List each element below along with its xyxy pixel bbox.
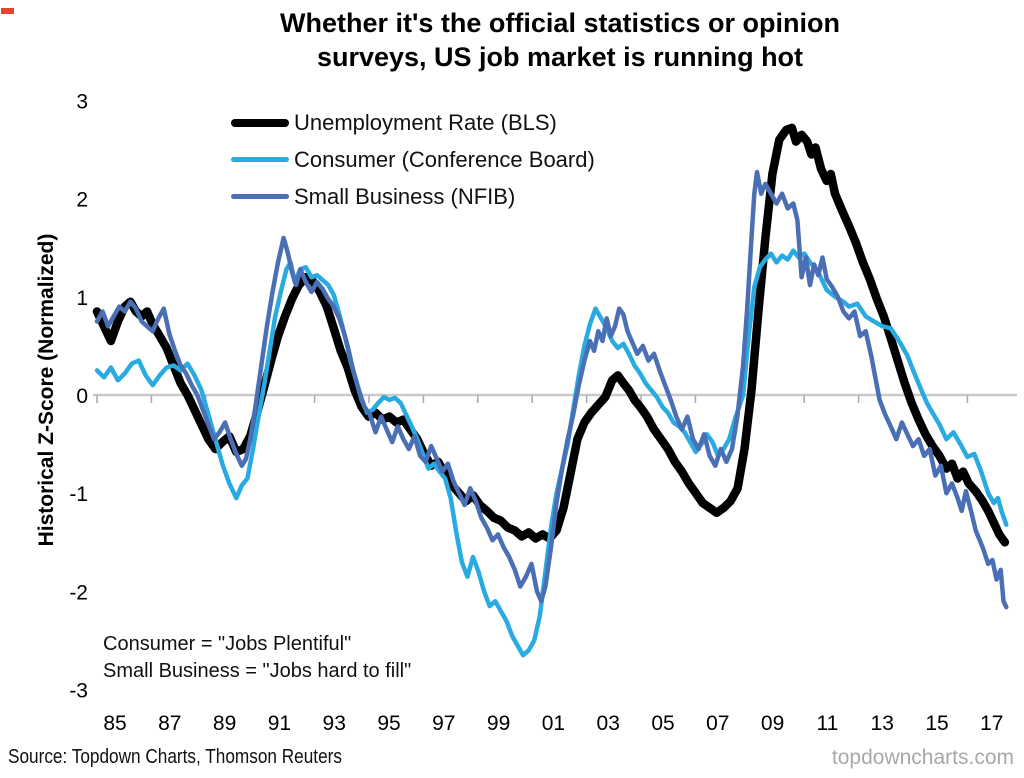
x-tick-label: 97 — [432, 712, 455, 735]
x-tick-label: 87 — [158, 712, 181, 735]
chart-legend: Unemployment Rate (BLS) Consumer (Confer… — [231, 104, 595, 215]
y-tick-label: -1 — [69, 483, 88, 506]
legend-swatch-small-business — [231, 194, 289, 199]
y-tick-label: -2 — [69, 581, 88, 604]
x-tick-label: 89 — [213, 712, 236, 735]
x-tick-label: 11 — [816, 712, 838, 735]
logo-fragment — [1, 8, 14, 14]
x-tick-label: 95 — [377, 712, 400, 735]
chart-title-line1: Whether it's the official statistics or … — [280, 8, 840, 38]
legend-item-small-business: Small Business (NFIB) — [231, 178, 595, 215]
x-tick-label: 99 — [487, 712, 510, 735]
x-tick-label: 15 — [925, 712, 948, 735]
y-tick-label: 3 — [76, 90, 88, 113]
y-tick-label: 2 — [76, 189, 88, 212]
y-tick-label: 0 — [76, 385, 88, 408]
watermark: topdowncharts.com — [831, 746, 1014, 769]
x-tick-label: 85 — [103, 712, 126, 735]
chart-title-line2: surveys, US job market is running hot — [316, 42, 804, 72]
y-tick-label: 1 — [76, 287, 88, 310]
legend-item-unemployment: Unemployment Rate (BLS) — [231, 104, 595, 141]
x-tick-label: 09 — [761, 712, 784, 735]
y-tick-label: -3 — [69, 680, 88, 703]
legend-swatch-unemployment — [231, 118, 289, 127]
x-tick-label: 05 — [651, 712, 674, 735]
chart-annotation: Consumer = "Jobs Plentiful" Small Busine… — [103, 631, 411, 685]
legend-swatch-consumer — [231, 157, 289, 162]
legend-label-unemployment: Unemployment Rate (BLS) — [294, 109, 557, 135]
x-tick-label: 03 — [597, 712, 620, 735]
x-tick-label: 13 — [871, 712, 894, 735]
x-tick-label: 93 — [323, 712, 346, 735]
annotation-small-business: Small Business = "Jobs hard to fill" — [103, 660, 412, 682]
chart-title: Whether it's the official statistics or … — [100, 6, 1020, 74]
legend-item-consumer: Consumer (Conference Board) — [231, 141, 595, 178]
x-tick-label: 91 — [268, 712, 291, 735]
source-note: Source: Topdown Charts, Thomson Reuters — [8, 746, 342, 768]
series-line-2 — [94, 169, 1009, 610]
annotation-consumer: Consumer = "Jobs Plentiful" — [103, 633, 352, 655]
x-tick-label: 01 — [542, 712, 565, 735]
x-tick-label: 17 — [980, 712, 1003, 735]
legend-label-small-business: Small Business (NFIB) — [294, 183, 516, 209]
x-tick-label: 07 — [706, 712, 729, 735]
legend-label-consumer: Consumer (Conference Board) — [294, 146, 595, 172]
